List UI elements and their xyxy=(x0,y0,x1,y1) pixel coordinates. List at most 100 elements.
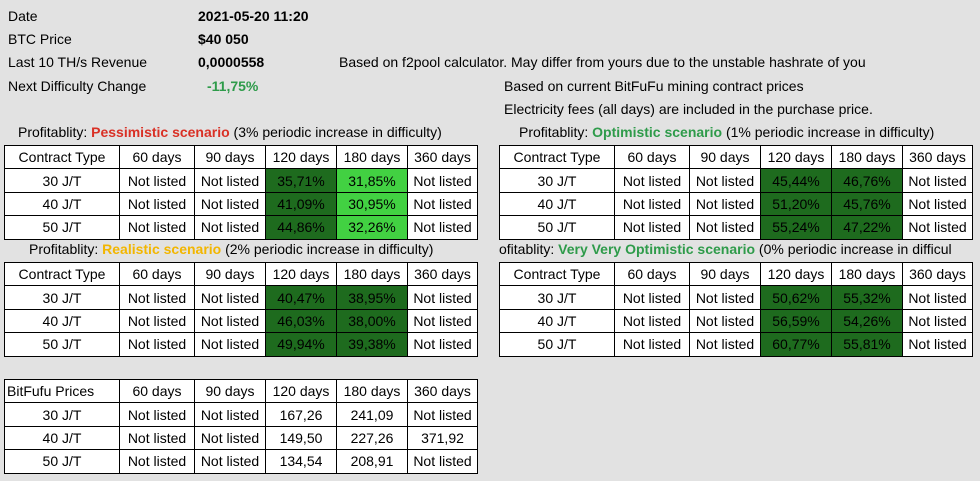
table-cell: 47,22% xyxy=(831,215,903,240)
table-cell: 40 J/T xyxy=(4,425,120,451)
table-cell: Not listed xyxy=(194,191,266,217)
table-cell: Not listed xyxy=(119,332,195,357)
table-cell: 50 J/T xyxy=(499,332,615,357)
table-cell: 50 J/T xyxy=(499,215,615,240)
header-cell: 90 days xyxy=(194,144,266,170)
table-cell: 38,00% xyxy=(336,308,408,334)
table-cell: Not listed xyxy=(614,215,690,240)
table-cell: 56,59% xyxy=(760,308,832,334)
header-cell: 60 days xyxy=(119,378,195,404)
header-cell: 120 days xyxy=(265,261,337,287)
table-cell: Not listed xyxy=(119,402,195,427)
table-cell: 39,38% xyxy=(336,332,408,357)
table-cell: Not listed xyxy=(119,449,195,474)
info-label-date: Date xyxy=(8,8,38,24)
table-cell: 50 J/T xyxy=(4,332,120,357)
header-cell: 60 days xyxy=(119,144,195,170)
table-row: 30 J/T Not listed Not listed 50,62% 55,3… xyxy=(499,285,973,310)
table-row: 50 J/T Not listed Not listed 44,86% 32,2… xyxy=(4,215,478,240)
pessimistic-name: Pessimistic scenario xyxy=(91,124,230,140)
realistic-title: Profitablity: Realistic scenario (2% per… xyxy=(29,239,433,259)
table-cell: Not listed xyxy=(902,285,973,310)
table-cell: 371,92 xyxy=(407,425,478,451)
table-cell: 40 J/T xyxy=(4,191,120,217)
table-cell: Not listed xyxy=(407,191,478,217)
table-cell: 241,09 xyxy=(336,402,408,427)
optimistic-suffix: (1% periodic increase in difficulty) xyxy=(722,124,935,140)
table-row: 50 J/T Not listed Not listed 60,77% 55,8… xyxy=(499,332,973,357)
table-cell: Not listed xyxy=(194,449,266,474)
grid-col-line xyxy=(334,0,335,481)
header-cell: 90 days xyxy=(194,261,266,287)
table-row: 40 J/T Not listed Not listed 51,20% 45,7… xyxy=(499,191,973,217)
realistic-table: Contract Type 60 days 90 days 120 days 1… xyxy=(4,261,478,357)
table-row: 50 J/T Not listed Not listed 55,24% 47,2… xyxy=(499,215,973,240)
table-cell: Not listed xyxy=(689,285,761,310)
table-cell: Not listed xyxy=(407,285,478,310)
header-cell: 180 days xyxy=(336,378,408,404)
table-cell: Not listed xyxy=(407,402,478,427)
table-cell: 50 J/T xyxy=(4,215,120,240)
table-cell: 45,44% xyxy=(760,168,832,193)
table-cell: Not listed xyxy=(119,308,195,334)
table-cell: Not listed xyxy=(614,308,690,334)
table-cell: 41,09% xyxy=(265,191,337,217)
grid-col-line xyxy=(499,0,500,481)
table-cell: 30 J/T xyxy=(499,168,615,193)
table-cell: Not listed xyxy=(407,449,478,474)
table-cell: Not listed xyxy=(407,308,478,334)
table-cell: 40 J/T xyxy=(499,308,615,334)
header-cell: Contract Type xyxy=(4,261,120,287)
header-cell: 360 days xyxy=(902,144,973,170)
table-cell: 30 J/T xyxy=(4,285,120,310)
header-cell: 180 days xyxy=(831,261,903,287)
header-cell: 90 days xyxy=(689,261,761,287)
header-cell: 180 days xyxy=(831,144,903,170)
table-cell: Not listed xyxy=(689,215,761,240)
table-cell: Not listed xyxy=(194,285,266,310)
table-cell: 30 J/T xyxy=(499,285,615,310)
pessimistic-table: Contract Type 60 days 90 days 120 days 1… xyxy=(4,144,478,240)
header-cell: BitFufu Prices xyxy=(4,378,120,404)
table-cell: Not listed xyxy=(194,425,266,451)
info-label-difficulty: Next Difficulty Change xyxy=(8,78,147,94)
table-row: 30 J/T Not listed Not listed 40,47% 38,9… xyxy=(4,285,478,310)
table-cell: Not listed xyxy=(119,285,195,310)
note-f2pool: Based on f2pool calculator. May differ f… xyxy=(339,54,866,70)
table-cell: Not listed xyxy=(194,308,266,334)
grid-col-line xyxy=(4,0,5,481)
table-cell: 54,26% xyxy=(831,308,903,334)
header-cell: 90 days xyxy=(194,378,266,404)
table-cell: 40 J/T xyxy=(499,191,615,217)
table-cell: 46,76% xyxy=(831,168,903,193)
table-header-row: Contract Type 60 days 90 days 120 days 1… xyxy=(4,261,478,287)
table-cell: Not listed xyxy=(407,168,478,193)
info-value-revenue: 0,0000558 xyxy=(198,54,265,70)
realistic-name: Realistic scenario xyxy=(102,241,222,257)
table-cell: 50,62% xyxy=(760,285,832,310)
pessimistic-suffix: (3% periodic increase in difficulty) xyxy=(229,124,442,140)
table-header-row: Contract Type 60 days 90 days 120 days 1… xyxy=(499,261,973,287)
header-cell: Contract Type xyxy=(4,144,120,170)
table-cell: Not listed xyxy=(902,191,973,217)
prices-table: BitFufu Prices 60 days 90 days 120 days … xyxy=(4,378,478,474)
table-cell: 30,95% xyxy=(336,191,408,217)
table-row: 40 J/T Not listed Not listed 149,50 227,… xyxy=(4,425,478,451)
table-cell: 38,95% xyxy=(336,285,408,310)
grid-col-line xyxy=(902,0,903,481)
header-cell: 120 days xyxy=(760,261,832,287)
info-value-date: 2021-05-20 11:20 xyxy=(198,8,309,24)
header-cell: 360 days xyxy=(407,261,478,287)
header-cell: 360 days xyxy=(407,144,478,170)
table-row: 40 J/T Not listed Not listed 56,59% 54,2… xyxy=(499,308,973,334)
table-header-row: Contract Type 60 days 90 days 120 days 1… xyxy=(4,144,478,170)
table-cell: 30 J/T xyxy=(4,402,120,427)
pessimistic-title: Profitablity: Pessimistic scenario (3% p… xyxy=(18,122,442,142)
table-cell: Not listed xyxy=(194,332,266,357)
header-cell: 120 days xyxy=(265,378,337,404)
table-cell: Not listed xyxy=(902,332,973,357)
very-optimistic-title-clip: ofitablity: Very Very Optimistic scenari… xyxy=(499,239,980,261)
table-cell: 40,47% xyxy=(265,285,337,310)
table-cell: Not listed xyxy=(902,168,973,193)
pessimistic-prefix: Profitablity: xyxy=(18,124,92,140)
